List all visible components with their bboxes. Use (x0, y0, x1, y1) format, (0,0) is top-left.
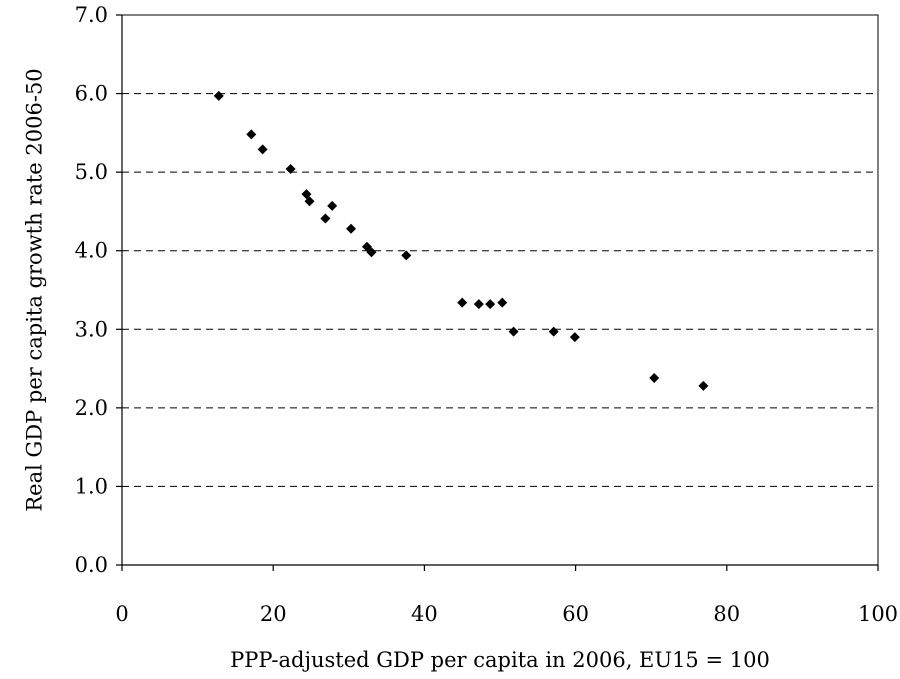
x-tick-label: 100 (858, 602, 898, 626)
x-tick-label: 60 (562, 602, 589, 626)
data-point (548, 326, 559, 337)
data-point (569, 332, 580, 343)
data-points (213, 90, 709, 391)
data-point (301, 189, 312, 200)
y-tick-label: 0.0 (75, 553, 108, 577)
data-point (320, 213, 331, 224)
data-point (497, 297, 508, 308)
x-tick-label: 0 (115, 602, 128, 626)
y-tick-label: 6.0 (75, 82, 108, 106)
data-point (457, 297, 468, 308)
x-tick-label: 80 (713, 602, 740, 626)
y-tick-labels: 0.0 1.0 2.0 3.0 4.0 5.0 6.0 7.0 (75, 3, 108, 577)
y-tick-label: 1.0 (75, 474, 108, 498)
x-axis-title: PPP-adjusted GDP per capita in 2006, EU1… (230, 648, 770, 672)
data-point (698, 380, 709, 391)
axes (116, 14, 879, 571)
x-tick-label: 40 (411, 602, 438, 626)
y-tick-label: 4.0 (75, 239, 108, 263)
data-point (361, 241, 372, 252)
data-point (473, 299, 484, 310)
data-point (401, 250, 412, 261)
data-point (213, 90, 224, 101)
x-tick-label: 20 (260, 602, 287, 626)
data-point (257, 144, 268, 155)
y-axis-title: Real GDP per capita growth rate 2006-50 (23, 68, 47, 511)
plot-area (121, 14, 879, 566)
y-tick-label: 5.0 (75, 160, 108, 184)
data-point (304, 196, 315, 207)
data-point (246, 129, 257, 140)
data-point (366, 247, 377, 258)
y-tick-label: 3.0 (75, 317, 108, 341)
data-point (285, 164, 296, 174)
y-tick-label: 2.0 (75, 396, 108, 420)
data-point (346, 223, 357, 234)
data-point (327, 200, 338, 211)
x-tick-labels: 0 20 40 60 80 100 (115, 602, 898, 626)
data-point (485, 299, 496, 310)
y-tick-label: 7.0 (75, 3, 108, 27)
gridlines (122, 93, 878, 487)
data-point (649, 373, 660, 383)
data-point (508, 326, 519, 337)
